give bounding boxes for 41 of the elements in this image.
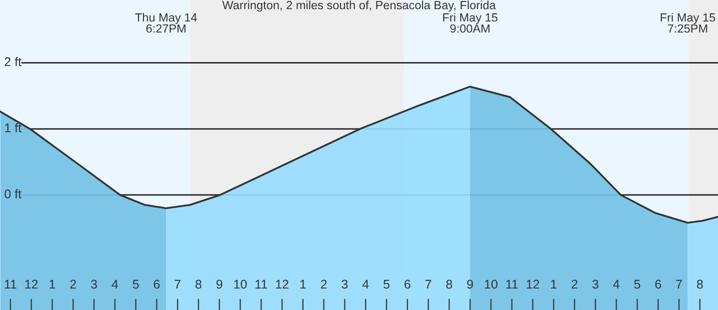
annotation: Thu May 14 6:27PM [135,13,197,33]
x-tick-label: 2 [572,280,578,289]
annotation: Fri May 15 9:00AM [443,13,498,33]
x-tick-label: 8 [196,280,202,289]
x-tick-label: 8 [696,280,703,289]
x-tick-label: 6 [154,280,160,289]
x-tick-label: 7 [425,280,432,289]
x-tick-label: 2 [320,280,327,289]
x-tick-label: 5 [384,280,390,289]
x-tick-label: 11 [256,280,268,289]
x-tick-label: 3 [91,280,97,289]
x-tick-label: 12 [276,280,288,289]
x-tick-label: 9 [216,280,222,289]
x-tick-label: 4 [362,280,369,289]
x-tick-label: 1 [50,280,56,289]
x-tick-label: 5 [634,280,640,289]
y-tick-label: 1 ft [5,123,22,132]
x-tick-label: 6 [655,280,662,289]
x-tick-label: 3 [592,280,598,289]
x-tick-label: 12 [526,280,540,289]
chart-title: Warrington, 2 miles south of, Pensacola Bay, Florida [222,0,496,12]
x-tick-label: 6 [404,280,410,289]
x-tick-label: 7 [676,280,682,289]
x-tick-label: 3 [342,280,348,289]
x-tick-label: 7 [174,280,180,289]
annotation: Fri May 15 7:25PM [660,13,716,33]
x-tick-label: 11 [506,280,518,289]
x-tick-label: 11 [4,280,16,289]
x-tick-label: 10 [484,280,498,289]
x-tick-label: 1 [300,280,306,289]
x-tick-label: 4 [613,280,620,289]
x-tick-label: 10 [234,280,247,289]
x-tick-label: 4 [112,280,118,289]
x-tick-label: 1 [551,280,557,289]
x-tick-label: 2 [70,280,76,289]
x-tick-label: 8 [446,280,452,289]
y-tick-label: 0 ft [4,189,22,198]
x-tick-label: 12 [25,280,38,289]
x-tick-label: 5 [132,280,139,289]
y-tick-label: 2 ft [4,56,22,66]
x-tick-label: 9 [467,280,473,289]
